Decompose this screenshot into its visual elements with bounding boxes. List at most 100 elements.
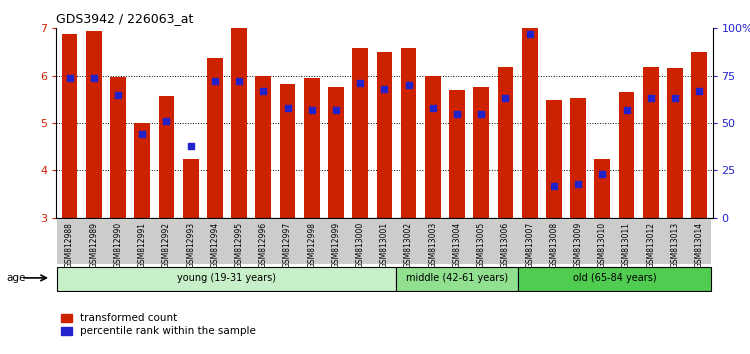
- Bar: [154, 219, 178, 264]
- Text: GSM813001: GSM813001: [380, 222, 388, 268]
- Bar: [231, 28, 247, 218]
- Bar: [110, 76, 126, 218]
- Text: GSM812997: GSM812997: [283, 222, 292, 268]
- Bar: [82, 219, 106, 264]
- Text: GSM813000: GSM813000: [356, 222, 364, 268]
- Point: [184, 143, 196, 149]
- Text: middle (42-61 years): middle (42-61 years): [406, 273, 508, 283]
- Bar: [376, 52, 392, 218]
- Text: GSM813014: GSM813014: [694, 222, 703, 268]
- Text: GSM812993: GSM812993: [186, 222, 195, 268]
- Bar: [352, 48, 368, 218]
- Bar: [497, 67, 513, 218]
- Bar: [134, 123, 150, 218]
- Text: old (65-84 years): old (65-84 years): [572, 273, 656, 283]
- Point: [548, 183, 560, 188]
- Bar: [397, 267, 518, 291]
- Point: [136, 132, 148, 137]
- Text: GSM812995: GSM812995: [235, 222, 244, 268]
- Text: age: age: [6, 273, 26, 283]
- Point: [476, 111, 488, 116]
- Text: young (19-31 years): young (19-31 years): [178, 273, 277, 283]
- Text: GSM813012: GSM813012: [646, 222, 656, 268]
- Point: [354, 80, 366, 86]
- Bar: [58, 267, 397, 291]
- Text: GSM813004: GSM813004: [452, 222, 461, 268]
- Text: GSM812991: GSM812991: [138, 222, 147, 268]
- Text: GSM812989: GSM812989: [89, 222, 98, 268]
- Bar: [518, 267, 711, 291]
- Point: [669, 96, 681, 101]
- Point: [524, 31, 536, 37]
- Point: [572, 181, 584, 187]
- Bar: [421, 219, 445, 264]
- Bar: [227, 219, 251, 264]
- Text: GSM813011: GSM813011: [622, 222, 631, 268]
- Text: GSM812988: GSM812988: [65, 222, 74, 268]
- Bar: [494, 219, 517, 264]
- Bar: [207, 58, 223, 218]
- Text: GSM812998: GSM812998: [308, 222, 316, 268]
- Text: GSM812994: GSM812994: [210, 222, 219, 268]
- Point: [257, 88, 269, 94]
- Bar: [614, 219, 639, 264]
- Text: GSM813005: GSM813005: [477, 222, 486, 268]
- Point: [427, 105, 439, 111]
- Bar: [400, 48, 416, 218]
- Text: GDS3942 / 226063_at: GDS3942 / 226063_at: [56, 12, 194, 25]
- Bar: [328, 87, 344, 218]
- Text: GSM813002: GSM813002: [404, 222, 413, 268]
- Point: [645, 96, 657, 101]
- Text: GSM813008: GSM813008: [550, 222, 559, 268]
- Bar: [522, 28, 538, 218]
- Point: [88, 75, 100, 80]
- Bar: [687, 219, 711, 264]
- Legend: transformed count, percentile rank within the sample: transformed count, percentile rank withi…: [62, 313, 256, 336]
- Bar: [546, 100, 562, 218]
- Text: GSM812992: GSM812992: [162, 222, 171, 268]
- Point: [209, 79, 220, 84]
- Bar: [397, 219, 421, 264]
- Point: [281, 105, 293, 111]
- Point: [112, 92, 124, 97]
- Bar: [518, 219, 542, 264]
- Bar: [202, 219, 227, 264]
- Text: GSM813013: GSM813013: [670, 222, 680, 268]
- Text: GSM812996: GSM812996: [259, 222, 268, 268]
- Bar: [663, 219, 687, 264]
- Point: [620, 107, 632, 113]
- Text: GSM813009: GSM813009: [574, 222, 583, 268]
- Bar: [692, 52, 707, 218]
- Point: [306, 107, 318, 113]
- Bar: [251, 219, 275, 264]
- Bar: [667, 68, 682, 218]
- Bar: [106, 219, 130, 264]
- Point: [693, 88, 705, 94]
- Bar: [62, 34, 77, 218]
- Text: GSM812990: GSM812990: [113, 222, 122, 268]
- Bar: [158, 96, 174, 218]
- Bar: [643, 67, 658, 218]
- Point: [596, 171, 608, 177]
- Bar: [619, 92, 634, 218]
- Bar: [566, 219, 590, 264]
- Point: [330, 107, 342, 113]
- Bar: [425, 76, 441, 218]
- Bar: [372, 219, 397, 264]
- Bar: [595, 159, 610, 218]
- Bar: [590, 219, 614, 264]
- Bar: [639, 219, 663, 264]
- Point: [378, 86, 390, 92]
- Text: GSM813006: GSM813006: [501, 222, 510, 268]
- Point: [64, 75, 76, 80]
- Bar: [178, 219, 203, 264]
- Bar: [470, 219, 494, 264]
- Text: GSM813003: GSM813003: [428, 222, 437, 268]
- Bar: [445, 219, 470, 264]
- Bar: [275, 219, 299, 264]
- Bar: [473, 87, 489, 218]
- Bar: [324, 219, 348, 264]
- Bar: [86, 31, 102, 218]
- Point: [451, 111, 463, 116]
- Text: GSM813007: GSM813007: [525, 222, 534, 268]
